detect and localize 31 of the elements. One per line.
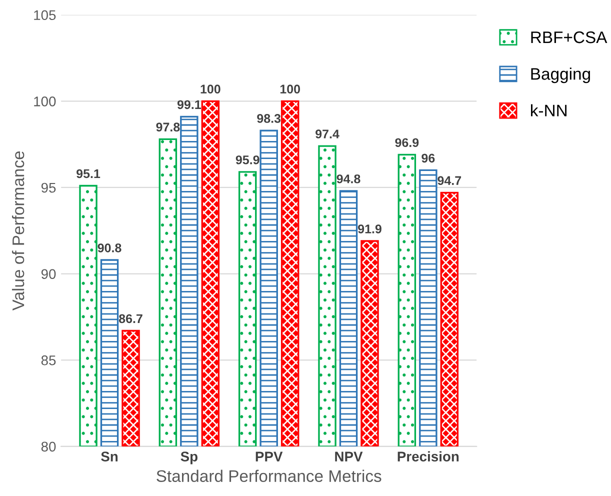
x-tick-label: Sn bbox=[101, 452, 118, 462]
y-axis-title: Value of Performance bbox=[12, 151, 24, 311]
y-tick-label: 85 bbox=[41, 355, 56, 366]
data-label: 97.8 bbox=[156, 122, 180, 132]
data-label: 94.7 bbox=[438, 176, 462, 186]
data-label: 98.3 bbox=[257, 114, 281, 123]
y-tick-label: 90 bbox=[41, 269, 56, 279]
data-label: 95.9 bbox=[236, 155, 260, 164]
x-tick-label: Sp bbox=[180, 452, 198, 464]
y-tick-label: 80 bbox=[41, 442, 56, 452]
data-label: 96 bbox=[422, 154, 435, 163]
data-label: 97.4 bbox=[316, 130, 340, 138]
data-label: 100 bbox=[200, 84, 220, 94]
data-label: 94.8 bbox=[336, 174, 360, 184]
x-axis-title: Standard Performance Metrics bbox=[156, 470, 382, 482]
data-label: 96.9 bbox=[395, 138, 419, 148]
legend-label: k-NN bbox=[531, 104, 566, 116]
legend-label: Bagging bbox=[531, 68, 590, 84]
x-tick-label: Precision bbox=[398, 451, 459, 462]
data-label: 99.1 bbox=[177, 100, 201, 110]
y-tick-label: 95 bbox=[41, 182, 56, 193]
data-label: 95.1 bbox=[76, 169, 100, 178]
y-tick-label: 105 bbox=[34, 10, 56, 20]
legend-label: RBF+CSA bbox=[531, 31, 608, 44]
data-label: 100 bbox=[280, 84, 300, 94]
data-label: 86.7 bbox=[118, 314, 142, 324]
y-tick-label: 100 bbox=[34, 96, 56, 106]
x-tick-label: PPV bbox=[256, 452, 283, 462]
data-label: 90.8 bbox=[98, 243, 122, 252]
x-tick-label: NPV bbox=[335, 452, 363, 462]
data-label: 91.9 bbox=[358, 224, 382, 234]
